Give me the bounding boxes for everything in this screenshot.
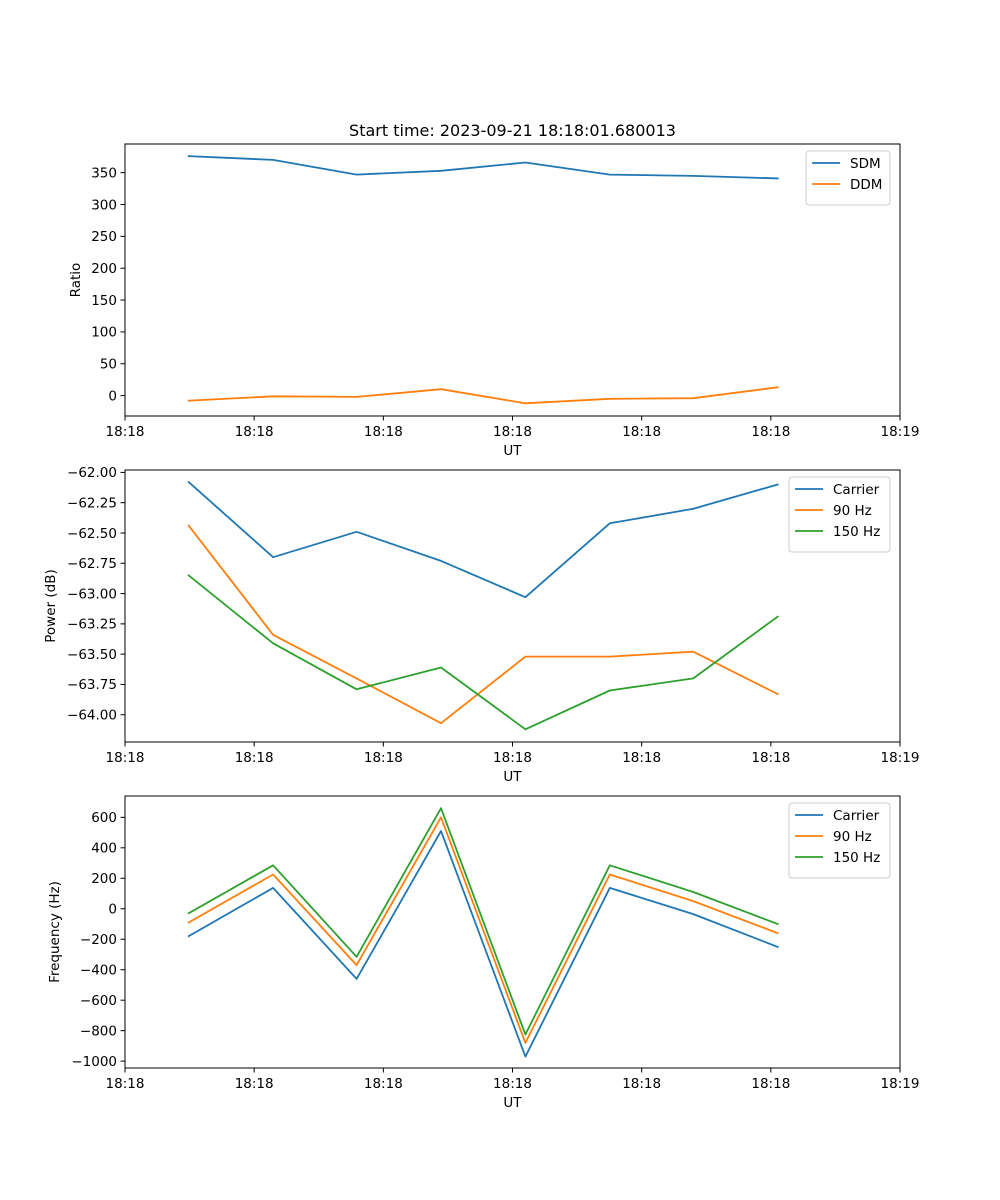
x-tick-label: 18:18	[235, 424, 274, 440]
y-tick-label: −63.25	[67, 617, 117, 633]
series-line-ddm	[187, 386, 779, 405]
x-tick-label: 18:18	[106, 750, 145, 766]
x-tick-label: 18:18	[622, 750, 661, 766]
y-tick-label: −63.75	[67, 677, 117, 693]
legend-label: DDM	[850, 177, 882, 193]
y-tick-label: −62.25	[67, 496, 117, 512]
y-tick-label: −62.00	[67, 465, 117, 481]
y-tick-label: −400	[80, 963, 117, 979]
y-tick-label: 50	[100, 357, 117, 373]
series-line-150-hz	[187, 807, 779, 1036]
y-tick-label: −800	[80, 1023, 117, 1039]
chart-title: Start time: 2023-09-21 18:18:01.680013	[349, 121, 676, 140]
legend-label: Carrier	[833, 482, 880, 498]
y-tick-label: 250	[91, 229, 117, 245]
y-tick-label: −600	[80, 993, 117, 1009]
y-tick-label: 200	[91, 871, 117, 887]
legend-label: 150 Hz	[833, 524, 880, 540]
y-tick-label: −63.00	[67, 586, 117, 602]
x-tick-label: 18:18	[106, 424, 145, 440]
legend-label: SDM	[850, 156, 881, 172]
x-axis-label: UT	[503, 1095, 522, 1111]
x-tick-label: 18:18	[622, 424, 661, 440]
y-tick-label: −1000	[71, 1054, 117, 1070]
x-axis-label: UT	[503, 769, 522, 785]
x-tick-label: 18:19	[881, 424, 920, 440]
y-tick-label: 0	[108, 902, 117, 918]
y-tick-label: −62.75	[67, 556, 117, 572]
x-tick-label: 18:19	[881, 750, 920, 766]
y-tick-label: 150	[91, 293, 117, 309]
x-tick-label: 18:18	[235, 1076, 274, 1092]
series-line-sdm	[187, 155, 779, 180]
charts-container: 18:18 18:18 18:18 18:18 18:18 18:18 18:19 0 50 10…	[43, 121, 919, 1111]
y-tick-label: −64.00	[67, 708, 117, 724]
legend-label: Carrier	[833, 808, 880, 824]
y-tick-label: 300	[91, 197, 117, 213]
legend: Carrier 90 Hz 150 Hz	[788, 476, 891, 553]
series-line-150-hz	[187, 574, 779, 731]
legend-box	[788, 802, 891, 879]
x-tick-label: 18:18	[622, 1076, 661, 1092]
x-tick-label: 18:19	[881, 1076, 920, 1092]
x-tick-label: 18:18	[751, 750, 790, 766]
y-axis-label: Ratio	[68, 263, 84, 298]
x-tick-label: 18:18	[235, 750, 274, 766]
legend-label: 90 Hz	[833, 503, 872, 519]
x-tick-label: 18:18	[364, 1076, 403, 1092]
series-line-carrier	[187, 830, 779, 1058]
y-tick-label: 400	[91, 841, 117, 857]
legend-box	[805, 150, 891, 206]
series-line-90-hz	[187, 524, 779, 725]
x-tick-label: 18:18	[106, 1076, 145, 1092]
x-tick-label: 18:18	[493, 424, 532, 440]
legend-box	[788, 476, 891, 553]
x-tick-label: 18:18	[493, 750, 532, 766]
chart-panel-1: 18:18 18:18 18:18 18:18 18:18 18:18 18:19 0 50 10…	[68, 121, 919, 459]
y-tick-label: −63.50	[67, 647, 117, 663]
chart-panel-3: 18:18 18:18 18:18 18:18 18:18 18:18 18:19 −1000…	[47, 795, 920, 1111]
y-tick-label: 0	[108, 388, 117, 404]
x-tick-label: 18:18	[751, 1076, 790, 1092]
x-tick-label: 18:18	[364, 424, 403, 440]
series-line-90-hz	[187, 816, 779, 1044]
x-tick-label: 18:18	[493, 1076, 532, 1092]
y-tick-label: −200	[80, 932, 117, 948]
y-tick-label: 200	[91, 261, 117, 277]
legend-label: 90 Hz	[833, 829, 872, 845]
y-tick-label: −62.50	[67, 526, 117, 542]
y-axis-label: Frequency (Hz)	[47, 881, 63, 983]
y-tick-label: 100	[91, 325, 117, 341]
x-axis-label: UT	[503, 443, 522, 459]
x-tick-label: 18:18	[364, 750, 403, 766]
legend-label: 150 Hz	[833, 850, 880, 866]
y-axis-label: Power (dB)	[43, 569, 59, 642]
y-tick-label: 600	[91, 810, 117, 826]
x-tick-label: 18:18	[751, 424, 790, 440]
y-tick-label: 350	[91, 165, 117, 181]
legend: Carrier 90 Hz 150 Hz	[788, 802, 891, 879]
series-line-carrier	[187, 480, 779, 599]
legend: SDM DDM	[805, 150, 891, 206]
chart-panel-2: 18:18 18:18 18:18 18:18 18:18 18:18 18:19 −64.0…	[43, 465, 919, 785]
